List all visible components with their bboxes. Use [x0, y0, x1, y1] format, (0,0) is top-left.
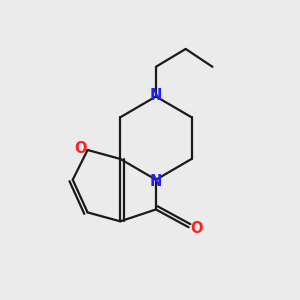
- Text: N: N: [150, 174, 162, 189]
- Text: N: N: [150, 88, 162, 103]
- Text: O: O: [74, 141, 86, 156]
- Text: O: O: [191, 221, 203, 236]
